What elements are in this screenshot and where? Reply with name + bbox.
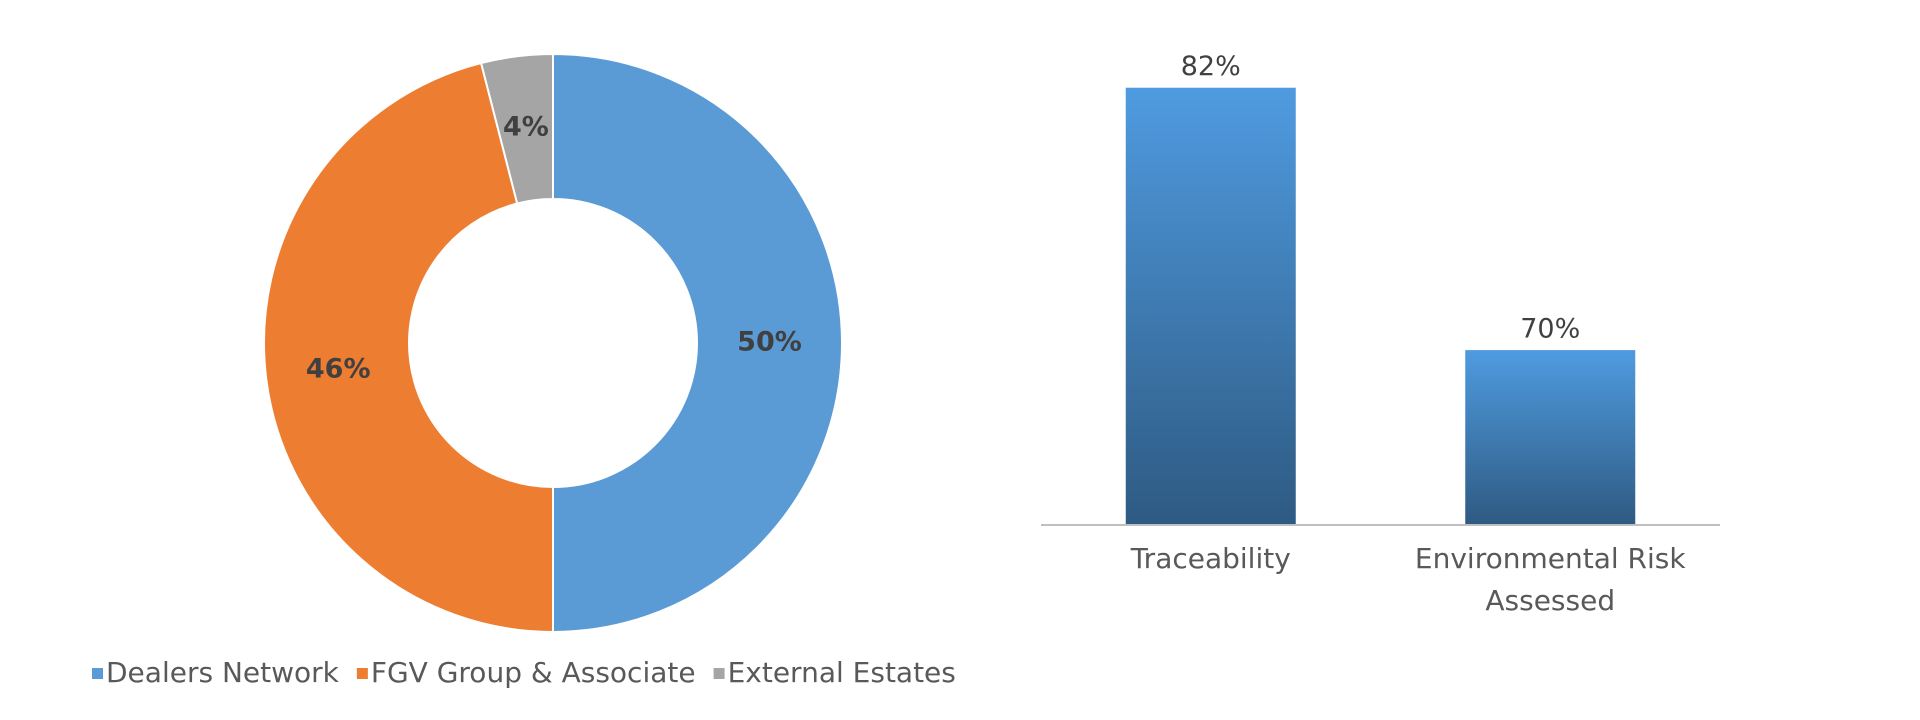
legend-swatch: [356, 668, 368, 679]
x-category-label: Environmental Risk Assessed: [1414, 542, 1686, 617]
slice-label: 4%: [503, 112, 549, 143]
slice-label: 50%: [737, 327, 802, 358]
bar: [1125, 87, 1296, 526]
legend-label: External Estates: [728, 656, 956, 689]
donut-slice: [479, 52, 554, 205]
legend-swatch: [92, 668, 103, 679]
donut-slice: [263, 61, 554, 634]
bar-value-label: 70%: [1520, 314, 1580, 345]
donut-slice: [552, 52, 843, 634]
legend-label: Dealers Network: [106, 656, 340, 689]
x-category-label: Traceability: [1130, 542, 1291, 575]
legend-swatch: [713, 668, 725, 679]
legend-label: FGV Group & Associate: [371, 656, 696, 689]
bar: [1465, 350, 1636, 525]
bar-value-label: 82%: [1181, 51, 1241, 82]
slice-label: 46%: [306, 354, 371, 385]
